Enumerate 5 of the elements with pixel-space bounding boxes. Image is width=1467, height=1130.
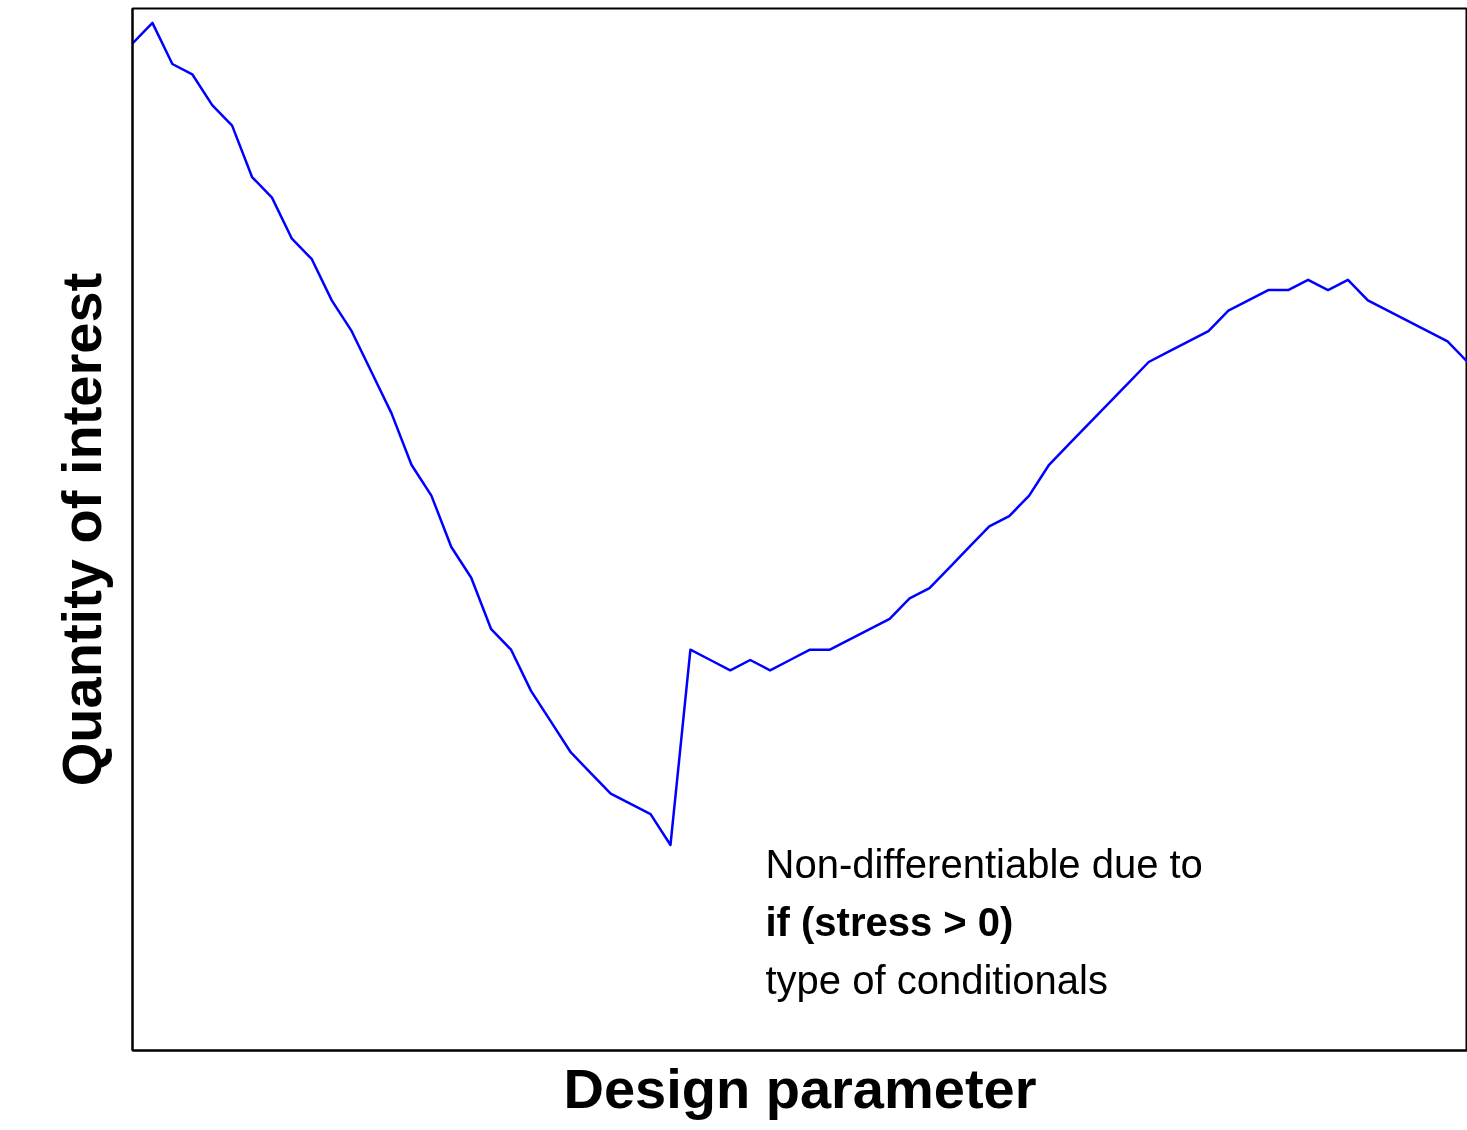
annotation: Non-differentiable due to — [765, 841, 1203, 886]
annotation: type of conditionals — [765, 957, 1108, 1002]
x-axis-title: Design parameter — [563, 1056, 1037, 1120]
annotation: if (stress > 0) — [765, 899, 1014, 944]
y-axis-title: Quantity of interest — [49, 272, 113, 787]
